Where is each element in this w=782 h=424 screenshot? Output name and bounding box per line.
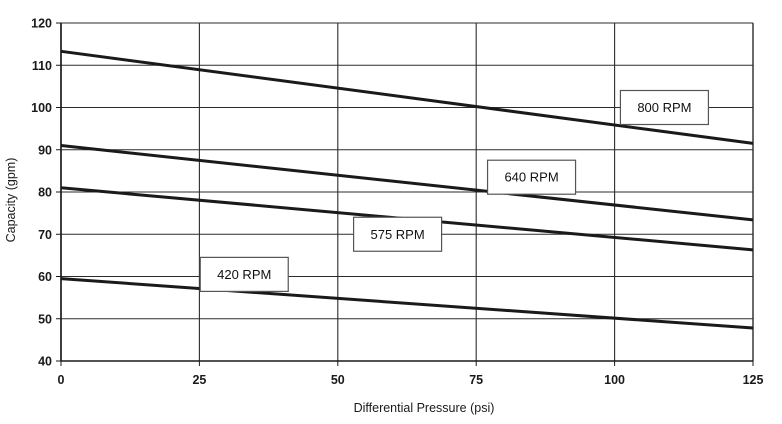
y-tick-label: 90: [38, 143, 52, 157]
grid: [60, 22, 754, 362]
y-tick-label: 40: [38, 355, 52, 369]
y-tick-label: 120: [31, 17, 52, 31]
series-label-575-rpm: 575 RPM: [352, 216, 443, 252]
y-tick-label: 110: [32, 59, 52, 73]
y-tick-label: 50: [38, 312, 52, 326]
y-tick-label: 100: [31, 101, 52, 115]
y-tick-label: 70: [38, 228, 52, 242]
series-label-box: [352, 216, 443, 252]
x-tick-label: 75: [469, 373, 483, 387]
x-axis-title: Differential Pressure (psi): [354, 401, 495, 415]
series-label-box: [199, 256, 289, 292]
x-tick-label: 125: [743, 373, 764, 387]
y-axis-title: Capacity (gpm): [4, 158, 18, 243]
x-tick-label: 50: [331, 373, 345, 387]
series-label-box: [619, 89, 710, 126]
series-line-640-rpm: [60, 144, 754, 222]
y-tick-label: 60: [38, 270, 52, 284]
x-tick-label: 0: [58, 373, 65, 387]
series-label-text: 420 RPM: [217, 267, 271, 282]
series-label-text: 640 RPM: [504, 170, 558, 185]
series-labels: 800 RPM 640 RPM 575 RPM 420 RPM: [199, 89, 710, 292]
series-label-box: [486, 159, 577, 195]
x-tick-label: 25: [192, 373, 206, 387]
series-label-420-rpm: 420 RPM: [199, 256, 289, 292]
x-tick-label: 100: [604, 373, 625, 387]
series-label-640-rpm: 640 RPM: [486, 159, 577, 195]
tick-labels: 40 50 60 70 80 90 100 110 120 0 25 50 75 100 125: [31, 17, 763, 388]
series-label-text: 800 RPM: [637, 100, 691, 115]
series-line-800-rpm: [60, 49, 754, 145]
series-label-800-rpm: 800 RPM: [619, 89, 710, 126]
series-label-text: 575 RPM: [370, 227, 424, 242]
y-tick-label: 80: [38, 186, 52, 200]
series-line-420-rpm: [60, 277, 754, 330]
